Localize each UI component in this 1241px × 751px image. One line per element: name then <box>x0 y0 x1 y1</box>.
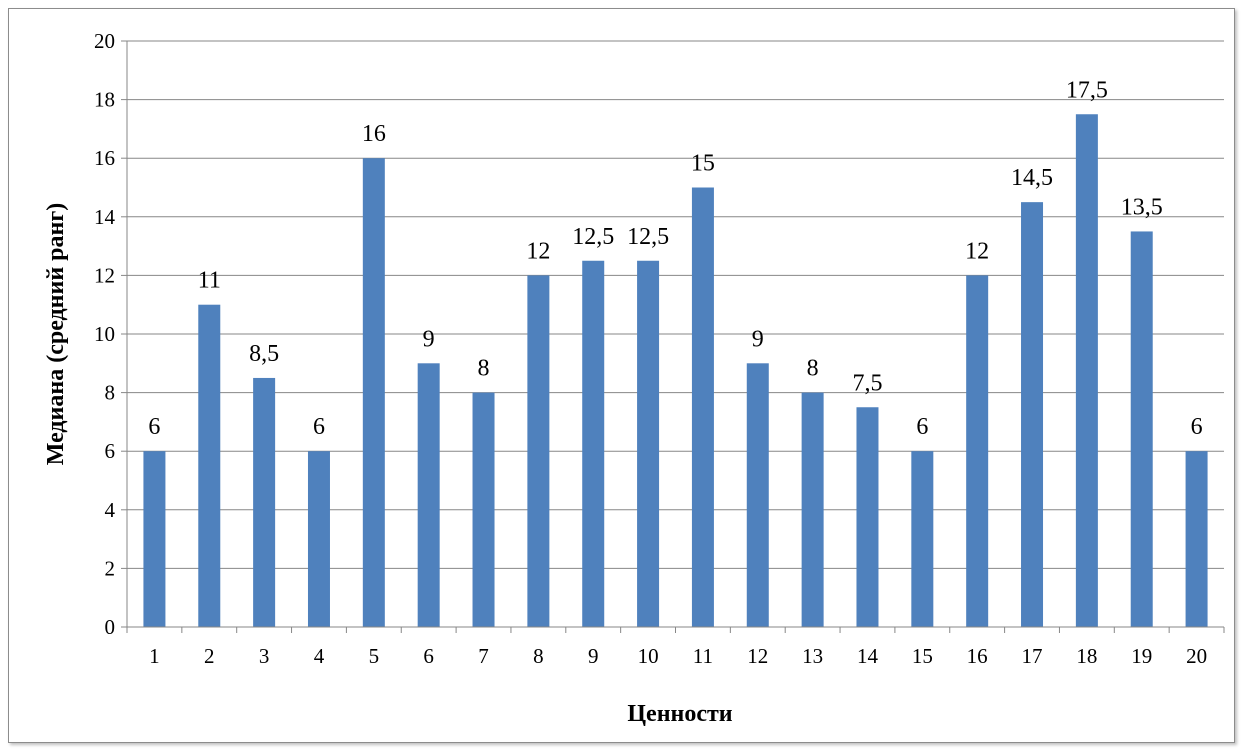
bar <box>362 158 385 627</box>
x-tick-label: 9 <box>588 644 599 668</box>
y-tick-label: 10 <box>94 322 115 346</box>
labels: 02468101214161820611128,5364165968712812… <box>94 29 1207 668</box>
axes <box>121 40 1225 633</box>
bar <box>582 260 605 627</box>
data-label: 9 <box>752 326 764 352</box>
bars <box>143 114 1208 627</box>
bar <box>198 304 221 627</box>
x-tick-label: 3 <box>259 644 270 668</box>
y-tick-label: 8 <box>105 381 116 405</box>
x-tick-label: 10 <box>638 644 659 668</box>
bar <box>417 363 440 627</box>
data-label: 6 <box>148 414 160 440</box>
y-axis-title: Медиана (средний ранг) <box>43 203 69 466</box>
bar <box>856 407 879 627</box>
x-tick-label: 6 <box>423 644 434 668</box>
gridlines <box>127 40 1224 569</box>
y-tick-label: 2 <box>105 556 116 580</box>
x-tick-label: 16 <box>967 644 988 668</box>
x-tick-label: 8 <box>533 644 544 668</box>
data-label: 12 <box>965 238 989 264</box>
data-label: 15 <box>691 151 715 177</box>
data-label: 14,5 <box>1011 165 1053 191</box>
y-tick-label: 4 <box>105 498 116 522</box>
x-tick-label: 17 <box>1022 644 1043 668</box>
x-tick-label: 20 <box>1186 644 1207 668</box>
bar <box>746 363 769 627</box>
bar <box>801 392 824 627</box>
x-tick-label: 2 <box>204 644 215 668</box>
data-label: 6 <box>313 414 325 440</box>
data-label: 6 <box>1191 414 1203 440</box>
x-tick-label: 5 <box>369 644 380 668</box>
data-label: 8 <box>478 356 490 382</box>
data-label: 13,5 <box>1121 194 1163 220</box>
x-tick-label: 18 <box>1076 644 1097 668</box>
x-tick-label: 19 <box>1131 644 1152 668</box>
bar <box>911 451 934 627</box>
x-tick-label: 12 <box>747 644 768 668</box>
data-label: 12,5 <box>572 224 614 250</box>
data-label: 16 <box>362 121 386 147</box>
y-tick-label: 16 <box>94 146 115 170</box>
bar <box>1130 231 1153 627</box>
data-label: 8 <box>807 356 819 382</box>
bar <box>472 392 495 627</box>
x-tick-label: 1 <box>149 644 160 668</box>
x-tick-label: 11 <box>693 644 713 668</box>
y-tick-label: 0 <box>105 615 116 639</box>
x-axis-title: Ценности <box>627 701 732 727</box>
x-tick-label: 14 <box>857 644 879 668</box>
bar <box>637 260 660 627</box>
data-label: 6 <box>916 414 928 440</box>
data-label: 12 <box>526 238 550 264</box>
x-tick-label: 4 <box>314 644 325 668</box>
x-tick-label: 7 <box>478 644 489 668</box>
bar <box>1021 202 1044 627</box>
y-tick-label: 12 <box>94 263 115 287</box>
data-label: 17,5 <box>1066 77 1108 103</box>
data-label: 11 <box>198 268 221 294</box>
bar <box>1185 451 1208 627</box>
y-tick-label: 20 <box>94 29 115 53</box>
bar <box>966 275 989 627</box>
data-label: 12,5 <box>627 224 669 250</box>
x-tick-label: 13 <box>802 644 823 668</box>
bar <box>143 451 166 627</box>
data-label: 7,5 <box>852 370 882 396</box>
data-label: 9 <box>423 326 435 352</box>
y-tick-label: 18 <box>94 88 115 112</box>
bar <box>691 187 714 627</box>
y-tick-label: 6 <box>105 439 116 463</box>
bar <box>307 451 330 627</box>
bar <box>253 377 276 627</box>
x-tick-label: 15 <box>912 644 933 668</box>
y-tick-label: 14 <box>94 205 116 229</box>
data-label: 8,5 <box>249 341 279 367</box>
bar <box>527 275 550 627</box>
bar <box>1075 114 1098 627</box>
